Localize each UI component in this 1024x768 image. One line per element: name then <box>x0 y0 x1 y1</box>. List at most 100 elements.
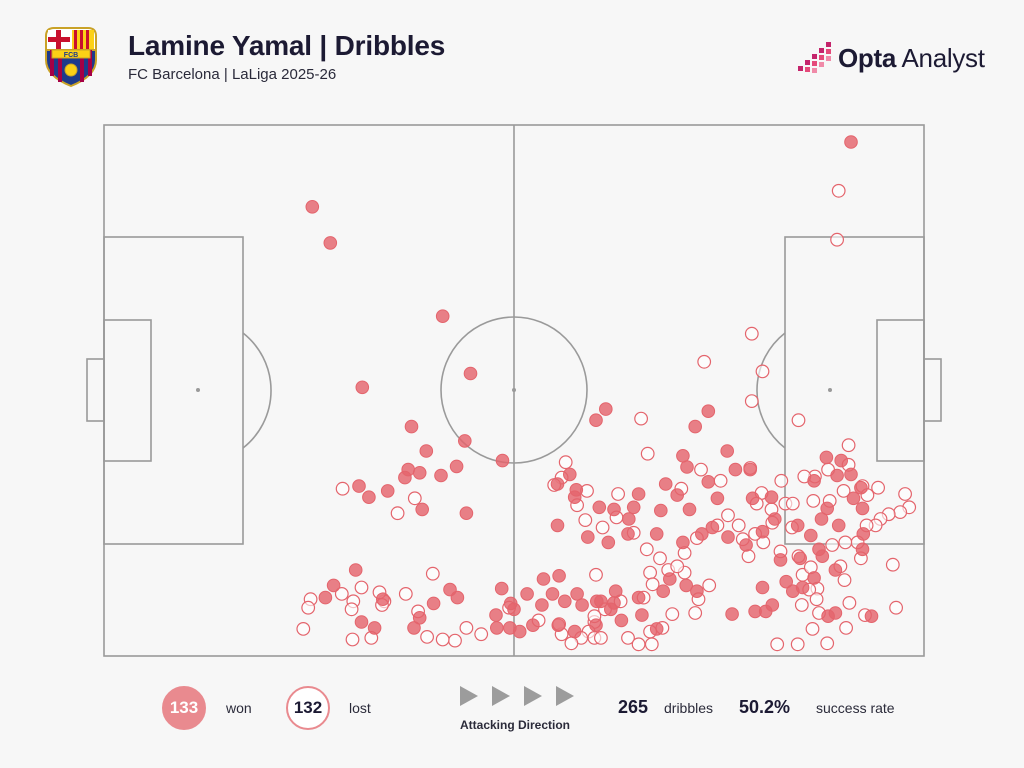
dribble-won-point <box>695 527 709 541</box>
centre-spot <box>512 388 516 392</box>
dribble-won-point <box>450 590 465 605</box>
dribble-won-point <box>621 527 635 541</box>
dribble-won-point <box>676 535 690 550</box>
dribble-won-point <box>755 580 770 595</box>
dribble-lost-point <box>595 520 610 535</box>
dribble-won-point <box>352 479 366 493</box>
dribble-lost-point <box>785 496 800 511</box>
dribble-lost-point <box>898 487 912 501</box>
dribble-won-point <box>670 488 685 502</box>
dribble-won-point <box>551 618 566 633</box>
dribble-won-point <box>814 512 829 526</box>
dribble-won-point <box>607 502 621 517</box>
dribble-lost-point <box>296 622 311 636</box>
dribble-won-point <box>739 538 753 552</box>
left-penalty-arc <box>242 332 272 449</box>
dribble-won-point <box>594 594 608 609</box>
dribble-won-point <box>834 453 849 468</box>
right-six-yard-box <box>876 319 925 462</box>
attacking-direction-label: Attacking Direction <box>460 718 571 732</box>
dribble-lost-point <box>558 455 573 470</box>
dribble-won-point <box>550 477 565 491</box>
right-penalty-spot <box>828 388 832 392</box>
dribble-won-point <box>503 596 518 611</box>
dribble-won-point <box>793 551 808 566</box>
won-label: won <box>226 700 252 716</box>
dribble-lost-point <box>809 592 824 607</box>
dribble-lost-point <box>805 622 820 636</box>
dribble-lost-point <box>830 232 844 247</box>
dribble-lost-point <box>344 602 359 617</box>
dribble-lost-point <box>334 587 349 601</box>
dribble-lost-point <box>670 559 685 574</box>
dribble-lost-point <box>425 566 440 581</box>
dribble-won-point <box>589 618 603 633</box>
dribble-lost-point <box>459 621 474 635</box>
dribble-won-point <box>376 592 390 607</box>
dribble-won-point <box>804 528 818 543</box>
dribble-won-point <box>305 200 320 214</box>
dribble-won-point <box>494 581 509 596</box>
dribble-lost-point <box>871 480 885 495</box>
dribble-lost-point <box>889 600 903 615</box>
dribble-won-point <box>701 404 716 419</box>
dribble-won-point <box>690 584 704 599</box>
dribble-lost-point <box>634 411 648 426</box>
dribble-lost-point <box>837 573 852 587</box>
dribble-lost-point <box>594 631 608 645</box>
dribble-won-point <box>768 512 782 526</box>
dribble-won-point <box>434 468 448 483</box>
dribble-lost-point <box>774 473 789 488</box>
success-rate-value: 50.2% <box>739 697 791 717</box>
dribble-won-point <box>635 608 649 622</box>
dribble-won-point <box>855 501 870 516</box>
dribble-lost-point <box>831 183 846 198</box>
dribble-lost-point <box>841 438 856 453</box>
dribble-lost-point <box>354 580 369 595</box>
dribble-won-point <box>426 596 441 611</box>
dribble-won-point <box>676 449 690 463</box>
dribble-won-point <box>326 578 341 593</box>
dribble-won-point <box>779 574 794 589</box>
dribble-won-point <box>355 380 370 395</box>
attacking-direction-arrows-icon <box>460 686 574 706</box>
dribble-won-point <box>844 135 858 149</box>
dribble-lost-point <box>611 487 625 501</box>
dribble-won-point <box>449 459 464 474</box>
dribble-lost-point <box>893 505 908 519</box>
dribble-won-point <box>764 490 779 505</box>
dribble-won-point <box>831 518 846 533</box>
dribble-won-point <box>658 477 673 491</box>
dribble-won-point <box>535 598 549 612</box>
dribble-won-point <box>679 578 694 593</box>
dribble-won-point <box>367 621 382 635</box>
dribble-won-point <box>663 572 677 586</box>
dribble-won-point <box>520 587 534 601</box>
dribble-won-point <box>765 598 780 612</box>
dribble-won-point <box>786 584 800 599</box>
dribble-lost-point <box>721 508 735 523</box>
legend-bar: 133 won 132 lost Attacking Direction 265… <box>0 680 1024 750</box>
dribble-lost-point <box>448 633 462 648</box>
dribble-lost-point <box>744 394 759 409</box>
dribble-won-point <box>856 527 871 541</box>
dribble-won-point <box>828 606 843 620</box>
dribble-won-point <box>649 527 664 541</box>
dribble-won-point <box>463 366 478 381</box>
dribble-won-point <box>830 468 844 483</box>
opta-logo-icon <box>798 42 831 73</box>
dribble-won-point <box>844 467 858 482</box>
dribble-won-point <box>656 584 671 599</box>
page-subtitle: FC Barcelona | LaLiga 2025-26 <box>128 66 337 83</box>
dribble-won-point <box>622 512 636 526</box>
dribble-won-point <box>567 624 582 639</box>
brand-name: Opta Analyst <box>838 42 985 73</box>
dribble-lost-point <box>688 606 703 620</box>
dribble-won-point <box>725 607 739 621</box>
dribble-lost-point <box>770 637 785 652</box>
dribble-won-point <box>807 571 821 585</box>
dribble-won-point <box>649 622 664 636</box>
dribble-won-point <box>458 434 472 448</box>
pitch-chart <box>86 124 942 657</box>
dribble-won-point <box>815 549 830 564</box>
